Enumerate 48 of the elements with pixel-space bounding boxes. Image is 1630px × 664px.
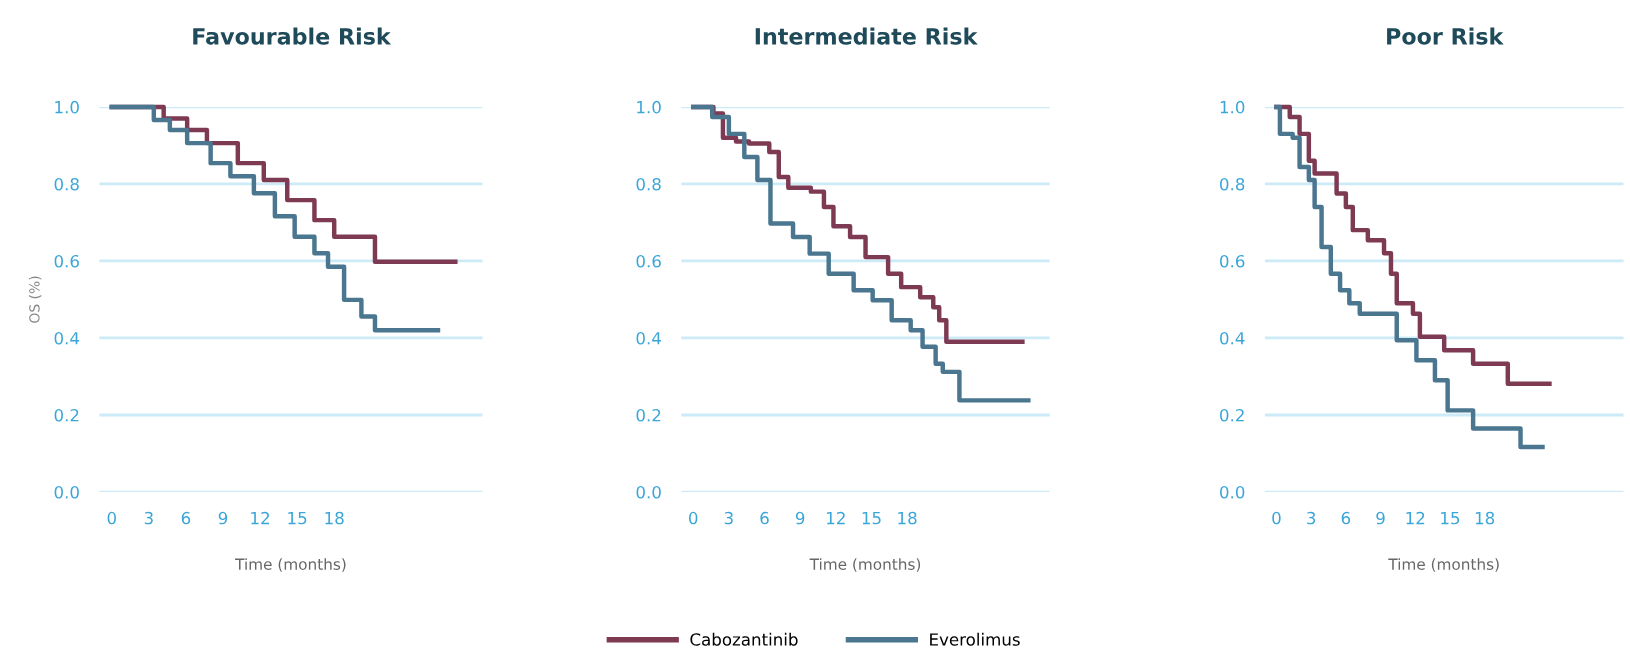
y-tick-label: 0.0 bbox=[1220, 485, 1245, 499]
x-tick-label: 12 bbox=[827, 511, 845, 525]
y-tick-label: 0.4 bbox=[636, 331, 661, 345]
x-tick-label: 18 bbox=[325, 511, 344, 525]
y-tick-label: 0.2 bbox=[1220, 408, 1244, 422]
x-tick-label: 15 bbox=[288, 511, 307, 525]
chart-title: Poor Risk bbox=[1387, 27, 1504, 45]
y-tick-label: 0.6 bbox=[636, 254, 661, 268]
y-tick-label: 0.2 bbox=[636, 408, 661, 422]
x-tick-label: 0 bbox=[1272, 511, 1281, 525]
x-tick-label: 3 bbox=[144, 511, 153, 525]
x-axis-title: Time (months) bbox=[809, 558, 921, 572]
x-tick-label: 6 bbox=[1341, 511, 1351, 525]
x-axis-title: Time (months) bbox=[235, 558, 346, 572]
chart-title: Favourable Risk bbox=[193, 27, 392, 45]
x-tick-label: 3 bbox=[724, 511, 733, 525]
y-tick-label: 1.0 bbox=[1220, 100, 1245, 114]
y-tick-label: 0.0 bbox=[54, 485, 79, 499]
x-tick-label: 3 bbox=[1307, 511, 1316, 525]
legend-label: Cabozantinib bbox=[690, 632, 798, 646]
x-axis-title: Time (months) bbox=[1388, 558, 1499, 572]
y-tick-label: 0.8 bbox=[54, 177, 79, 191]
legend-label: Everolimus bbox=[930, 632, 1020, 646]
x-tick-label: 18 bbox=[1475, 511, 1495, 525]
x-tick-label: 9 bbox=[1376, 511, 1385, 525]
y-tick-label: 1.0 bbox=[55, 100, 79, 114]
y-tick-label: 0.6 bbox=[1220, 254, 1245, 268]
y-tick-label: 0.6 bbox=[54, 254, 79, 268]
x-tick-label: 15 bbox=[862, 511, 881, 525]
x-tick-label: 9 bbox=[795, 511, 805, 525]
chart-title: Intermediate Risk bbox=[755, 27, 978, 45]
x-tick-label: 18 bbox=[898, 511, 917, 525]
x-tick-label: 12 bbox=[1406, 511, 1425, 525]
y-tick-label: 0.4 bbox=[54, 331, 80, 345]
y-tick-label: 0.0 bbox=[636, 485, 661, 499]
x-tick-label: 6 bbox=[760, 511, 769, 525]
x-tick-label: 0 bbox=[107, 511, 116, 525]
y-tick-label: 0.8 bbox=[1220, 177, 1245, 191]
x-tick-label: 15 bbox=[1441, 511, 1460, 525]
y-tick-label: 0.4 bbox=[1220, 331, 1245, 345]
x-tick-label: 9 bbox=[218, 511, 228, 525]
x-tick-label: 6 bbox=[181, 511, 191, 525]
y-tick-label: 0.8 bbox=[636, 177, 661, 191]
y-tick-label: 0.2 bbox=[54, 408, 79, 422]
x-tick-label: 12 bbox=[251, 511, 269, 525]
x-tick-label: 0 bbox=[689, 511, 698, 525]
y-axis-title: OS (%) bbox=[28, 276, 42, 323]
y-tick-label: 1.0 bbox=[637, 100, 661, 114]
